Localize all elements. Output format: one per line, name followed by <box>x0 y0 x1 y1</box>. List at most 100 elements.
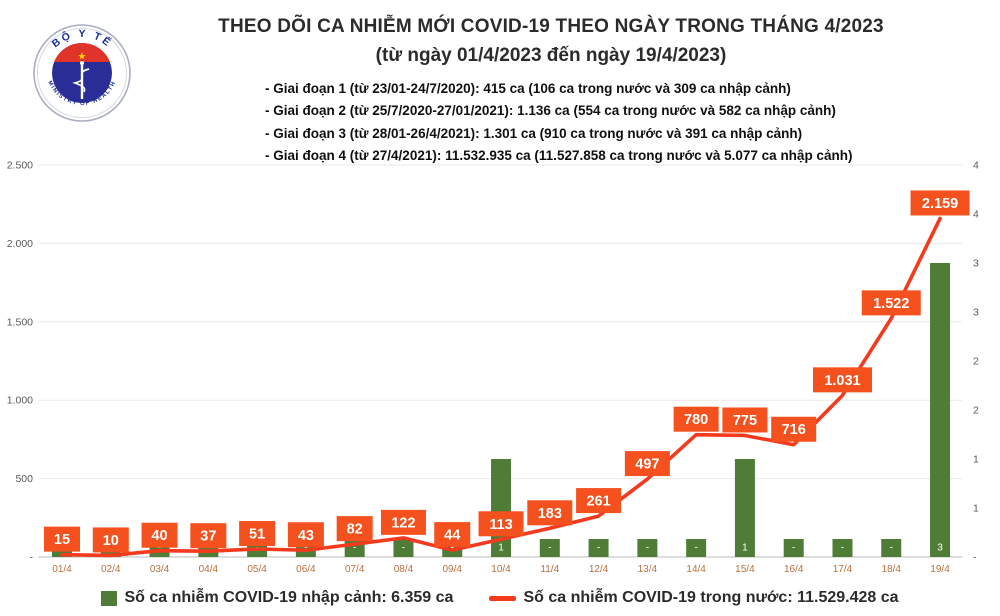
line-value-label: 10 <box>103 533 119 549</box>
line-value-label: 2.159 <box>922 196 958 212</box>
right-axis-tick-label: 2 <box>973 405 979 417</box>
bar-value-label: - <box>841 543 844 554</box>
line-value-label-box <box>287 522 324 548</box>
line-value-label-box <box>771 416 817 442</box>
imported-cases-bar <box>930 263 951 557</box>
imported-cases-bar <box>881 539 902 557</box>
bar-value-label: - <box>597 543 600 554</box>
imported-cases-bar <box>734 459 755 557</box>
line-value-label: 775 <box>733 413 757 429</box>
bar-value-label: 1 <box>498 543 504 554</box>
x-tick-label: 01/4 <box>52 564 72 575</box>
page-subtitle: (từ ngày 01/4/2023 đến ngày 19/4/2023) <box>375 45 727 66</box>
bar-value-label: - <box>792 543 795 554</box>
left-axis-tick-label: - <box>30 552 34 564</box>
line-value-label-box <box>576 488 622 514</box>
line-value-label-box <box>434 522 471 548</box>
line-value-label-box <box>861 290 921 316</box>
x-tick-label: 14/4 <box>686 564 706 575</box>
line-value-label: 15 <box>54 532 70 548</box>
right-axis-tick-label: - <box>973 552 977 564</box>
x-tick-label: 05/4 <box>247 564 267 575</box>
imported-cases-bar <box>637 539 658 557</box>
line-value-label-box <box>336 516 373 542</box>
x-tick-label: 15/4 <box>735 564 755 575</box>
line-value-label: 51 <box>249 527 265 543</box>
legend-label-imported: Số ca nhiễm COVID-19 nhập cảnh: 6.359 ca <box>124 589 454 606</box>
line-value-label: 43 <box>298 528 314 544</box>
x-tick-label: 04/4 <box>199 564 219 575</box>
line-value-label-box <box>141 522 178 548</box>
right-axis-tick-label: 3 <box>973 258 979 270</box>
x-tick-label: 03/4 <box>150 564 170 575</box>
line-value-label-box <box>910 190 970 216</box>
x-tick-label: 10/4 <box>491 564 511 575</box>
left-axis-tick-label: 1.000 <box>7 395 33 407</box>
imported-cases-bar <box>783 539 804 557</box>
line-value-label-box <box>673 406 719 432</box>
chart-legend: Số ca nhiễm COVID-19 nhập cảnh: 6.359 ca… <box>0 589 1000 607</box>
x-tick-label: 09/4 <box>443 564 463 575</box>
bar-value-label: - <box>402 543 405 554</box>
page-title: THEO DÕI CA NHIỄM MỚI COVID-19 THEO NGÀY… <box>218 16 884 37</box>
imported-cases-bar <box>832 539 853 557</box>
line-value-label: 44 <box>444 528 460 544</box>
right-axis-tick-label: 2 <box>973 356 979 368</box>
logo-inner-ring <box>37 28 127 118</box>
left-axis-tick-label: 2.000 <box>7 238 33 250</box>
x-tick-label: 08/4 <box>394 564 414 575</box>
line-value-label: 497 <box>635 457 659 473</box>
x-tick-label: 19/4 <box>930 564 950 575</box>
line-value-label-box <box>92 527 129 553</box>
phase-3-summary: - Giai đoạn 3 (từ 28/01-26/4/2021): 1.30… <box>265 125 803 141</box>
right-axis-tick-label: 4 <box>973 160 979 172</box>
line-value-label: 1.522 <box>873 296 909 312</box>
green-bar-swatch-icon <box>101 590 118 606</box>
right-axis-tick-label: 4 <box>973 209 979 221</box>
logo-red-band <box>52 43 112 62</box>
imported-cases-bar <box>686 539 707 557</box>
line-value-label: 122 <box>391 515 415 531</box>
line-value-label-box <box>812 367 872 393</box>
bar-value-label: - <box>548 543 551 554</box>
chart-header: THEO DÕI CA NHIỄM MỚI COVID-19 THEO NGÀY… <box>130 0 972 67</box>
imported-cases-bar <box>393 539 414 557</box>
legend-item-domestic: Số ca nhiễm COVID-19 trong nước: 11.529.… <box>489 589 899 607</box>
line-value-label: 780 <box>684 412 708 428</box>
bar-value-label: - <box>158 543 161 554</box>
imported-cases-bar <box>539 539 560 557</box>
legend-label-domestic: Số ca nhiễm COVID-19 trong nước: 11.529.… <box>523 589 899 606</box>
bar-value-label: - <box>353 543 356 554</box>
bar-value-label: - <box>694 543 697 554</box>
bar-value-label: - <box>451 543 454 554</box>
line-value-label-box <box>380 509 426 535</box>
bar-value-label: 1 <box>742 543 748 554</box>
left-axis-tick-label: 2.500 <box>7 160 33 172</box>
line-value-label-box <box>527 500 573 526</box>
x-tick-label: 07/4 <box>345 564 365 575</box>
imported-cases-bar <box>588 539 609 557</box>
line-value-label-box <box>239 521 276 547</box>
line-value-label: 716 <box>782 422 806 438</box>
x-tick-label: 17/4 <box>833 564 853 575</box>
ministry-of-health-logo: BỘ Y TẾ MINISTRY OF HEALTH ★ <box>33 24 131 122</box>
x-tick-label: 02/4 <box>101 564 121 575</box>
right-axis-tick-label: 1 <box>973 503 979 515</box>
phase-summary-block: - Giai đoạn 1 (từ 23/01-24/7/2020): 415 … <box>265 78 852 168</box>
left-axis-tick-label: 500 <box>15 473 33 485</box>
domestic-cases-line <box>60 216 942 558</box>
logo-star-icon: ★ <box>78 52 87 63</box>
line-value-label-box <box>478 511 524 537</box>
x-tick-label: 06/4 <box>296 564 316 575</box>
x-tick-label: 18/4 <box>882 564 902 575</box>
red-line-swatch-icon <box>489 595 517 601</box>
right-axis-tick-label: 3 <box>973 307 979 319</box>
line-value-label: 82 <box>347 522 363 538</box>
phase-1-summary: - Giai đoạn 1 (từ 23/01-24/7/2020): 415 … <box>265 81 791 96</box>
phase-2-summary: - Giai đoạn 2 (từ 25/7/2020-27/01/2021):… <box>265 103 836 119</box>
logo-caduceus-icon <box>72 61 90 99</box>
x-tick-label: 13/4 <box>638 564 658 575</box>
line-value-label-box <box>190 523 227 549</box>
